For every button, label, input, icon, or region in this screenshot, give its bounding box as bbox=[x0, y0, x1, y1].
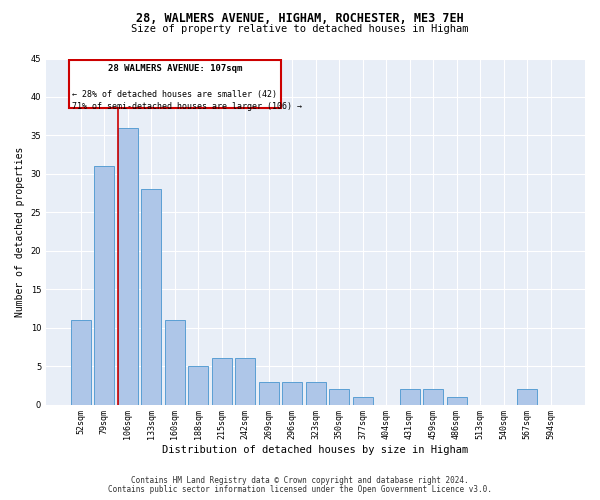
Text: Contains HM Land Registry data © Crown copyright and database right 2024.: Contains HM Land Registry data © Crown c… bbox=[131, 476, 469, 485]
Text: 28, WALMERS AVENUE, HIGHAM, ROCHESTER, ME3 7EH: 28, WALMERS AVENUE, HIGHAM, ROCHESTER, M… bbox=[136, 12, 464, 26]
Bar bbox=[69, 60, 281, 108]
Bar bbox=[212, 358, 232, 405]
Bar bbox=[71, 320, 91, 404]
Bar bbox=[94, 166, 114, 404]
Bar bbox=[259, 382, 278, 404]
Text: ← 28% of detached houses are smaller (42): ← 28% of detached houses are smaller (42… bbox=[71, 90, 277, 99]
Bar bbox=[329, 389, 349, 404]
X-axis label: Distribution of detached houses by size in Higham: Distribution of detached houses by size … bbox=[163, 445, 469, 455]
Bar bbox=[353, 397, 373, 404]
Text: 28 WALMERS AVENUE: 107sqm: 28 WALMERS AVENUE: 107sqm bbox=[108, 64, 242, 73]
Bar bbox=[305, 382, 326, 404]
Bar bbox=[282, 382, 302, 404]
Text: Size of property relative to detached houses in Higham: Size of property relative to detached ho… bbox=[131, 24, 469, 34]
Bar bbox=[446, 397, 467, 404]
Bar bbox=[164, 320, 185, 404]
Bar bbox=[188, 366, 208, 405]
Bar bbox=[517, 389, 537, 404]
Text: 71% of semi-detached houses are larger (106) →: 71% of semi-detached houses are larger (… bbox=[71, 102, 302, 110]
Text: Contains public sector information licensed under the Open Government Licence v3: Contains public sector information licen… bbox=[108, 485, 492, 494]
Bar bbox=[235, 358, 255, 405]
Bar bbox=[141, 189, 161, 404]
Bar bbox=[118, 128, 137, 404]
Bar bbox=[423, 389, 443, 404]
Y-axis label: Number of detached properties: Number of detached properties bbox=[15, 146, 25, 316]
Bar bbox=[400, 389, 419, 404]
